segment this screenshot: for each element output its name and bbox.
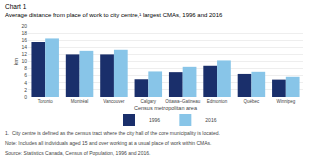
svg-text:Average distance from place of: Average distance from place of work to c… xyxy=(5,12,223,18)
svg-text:Source: Statistics Canada, Cen: Source: Statistics Canada, Census of Pop… xyxy=(5,150,150,156)
svg-text:2: 2 xyxy=(24,87,27,93)
svg-text:Edmonton: Edmonton xyxy=(207,99,228,104)
svg-text:Montréal: Montréal xyxy=(71,99,89,104)
svg-text:4: 4 xyxy=(24,80,27,86)
svg-text:Note: Includes all individuals: Note: Includes all individuals aged 15 a… xyxy=(5,140,212,146)
svg-text:Ottawa–Gatineau: Ottawa–Gatineau xyxy=(165,99,201,104)
svg-text:1. City centre is defined as: 1. City centre is defined as the census … xyxy=(5,130,220,136)
svg-text:20: 20 xyxy=(21,23,27,29)
svg-text:0: 0 xyxy=(24,94,27,100)
svg-text:Québec: Québec xyxy=(244,99,261,104)
svg-text:18: 18 xyxy=(21,30,27,36)
svg-text:10: 10 xyxy=(21,58,27,64)
svg-text:1996: 1996 xyxy=(149,117,160,123)
svg-text:Winnipeg: Winnipeg xyxy=(276,99,295,104)
svg-text:14: 14 xyxy=(21,44,27,50)
svg-text:8: 8 xyxy=(24,65,27,71)
svg-text:Vancouver: Vancouver xyxy=(103,99,125,104)
svg-text:12: 12 xyxy=(21,51,27,57)
svg-text:2016: 2016 xyxy=(205,117,216,123)
svg-text:Toronto: Toronto xyxy=(38,99,54,104)
svg-text:km: km xyxy=(13,57,19,65)
svg-text:Chart 1: Chart 1 xyxy=(5,3,27,10)
svg-text:16: 16 xyxy=(21,37,27,43)
svg-text:6: 6 xyxy=(24,72,27,78)
svg-text:Calgary: Calgary xyxy=(141,99,157,104)
svg-text:Census metropolitan area: Census metropolitan area xyxy=(134,105,198,111)
